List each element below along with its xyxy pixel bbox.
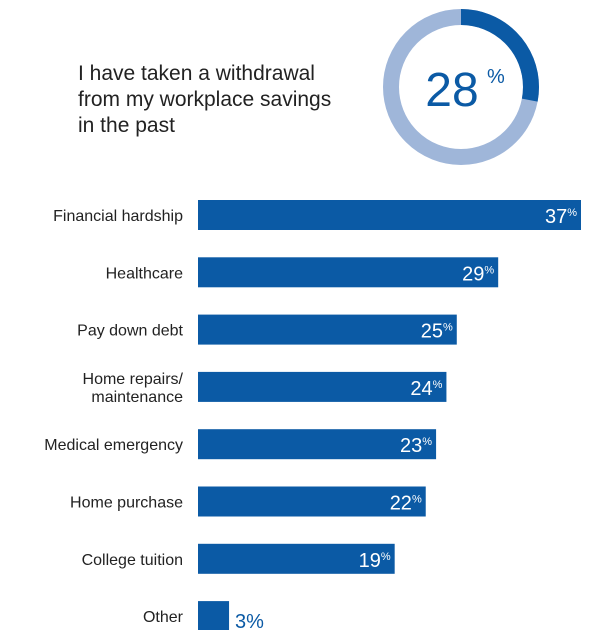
value-label-1: 29% [462,263,494,285]
bar-5 [198,486,426,517]
headline-line-3: in the past [78,114,175,137]
category-label-4: Medical emergency [44,437,183,454]
bar-7 [198,601,230,630]
bar-0 [198,200,581,230]
category-label-7: Other [143,609,184,626]
value-label-5: 22% [390,493,422,515]
category-label-1: Healthcare [106,265,183,282]
headline-line-1: I have taken a withdrawal [78,62,315,85]
value-label-0: 37% [545,206,577,228]
category-label-6: College tuition [82,552,183,569]
bar-6 [198,543,395,574]
donut-unit: % [487,66,505,88]
value-label-2: 25% [421,321,453,343]
bar-1 [198,257,499,288]
category-label-2: Pay down debt [77,323,183,340]
category-label-5: Home purchase [70,495,183,512]
value-label-3: 24% [410,378,442,400]
headline: I have taken a withdrawal from my workpl… [78,61,368,139]
value-label-4: 23% [400,435,432,457]
headline-line-2: from my workplace savings [78,88,332,111]
donut-value: 28 [425,64,478,117]
donut-fill [383,9,539,165]
value-label-6: 19% [359,550,391,572]
bar-3 [198,371,447,402]
value-label-7: 3% [235,611,264,630]
category-label-3-0: Home repairs/ [83,371,184,388]
donut-chart: 28 % [383,9,539,165]
category-label-0: Financial hardship [53,208,183,225]
bar-4 [198,429,437,460]
category-label-3-1: maintenance [91,389,183,406]
bar-2 [198,314,457,345]
